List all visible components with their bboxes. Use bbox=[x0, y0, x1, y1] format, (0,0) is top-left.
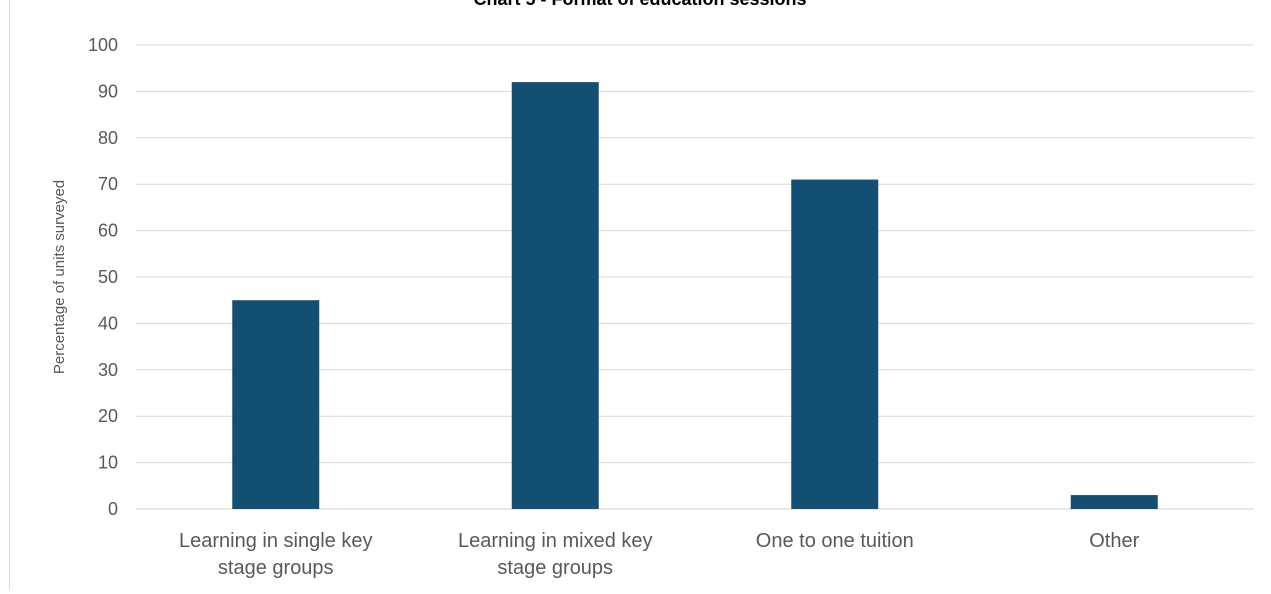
y-axis-ticks: 0 10 20 30 40 50 60 70 80 90 100 bbox=[88, 35, 118, 519]
gridlines bbox=[136, 44, 1254, 510]
y-tick-label: 20 bbox=[98, 406, 118, 426]
x-axis-ticks: Learning in single key stage groups Learni… bbox=[179, 530, 1140, 579]
bar bbox=[1070, 495, 1158, 509]
y-tick-label: 60 bbox=[98, 221, 118, 241]
bars bbox=[232, 82, 1158, 510]
y-tick-label: 10 bbox=[98, 453, 118, 473]
y-tick-label: 100 bbox=[88, 35, 118, 55]
x-tick-label: One to one tuition bbox=[756, 530, 914, 552]
y-tick-label: 0 bbox=[108, 499, 118, 519]
chart-title: Chart 5 - Format of education sessions bbox=[473, 0, 806, 9]
x-tick-label: Learning in mixed key stage groups bbox=[458, 530, 653, 579]
chart-frame-left-border bbox=[9, 0, 10, 589]
y-tick-label: 80 bbox=[98, 128, 118, 148]
y-tick-label: 90 bbox=[98, 81, 118, 101]
y-tick-label: 50 bbox=[98, 267, 118, 287]
bar bbox=[511, 82, 599, 510]
x-tick-label: Other bbox=[1089, 530, 1139, 552]
y-tick-label: 70 bbox=[98, 174, 118, 194]
bar bbox=[791, 179, 879, 509]
y-tick-label: 40 bbox=[98, 313, 118, 333]
y-tick-label: 30 bbox=[98, 360, 118, 380]
x-tick-label: Learning in single key stage groups bbox=[179, 530, 372, 579]
bar bbox=[232, 300, 320, 509]
y-axis-label: Percentage of units surveyed bbox=[51, 180, 68, 374]
